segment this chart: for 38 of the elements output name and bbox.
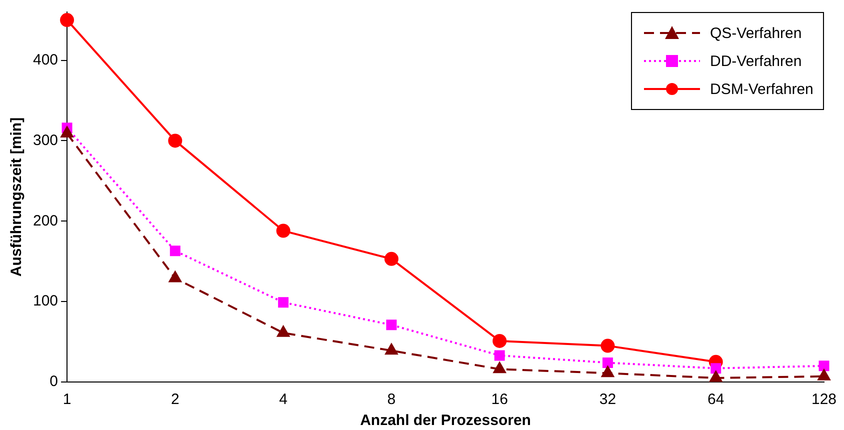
point xyxy=(277,326,290,337)
legend-label: DSM-Verfahren xyxy=(710,80,814,98)
x-tick-label: 4 xyxy=(279,391,288,408)
point xyxy=(493,362,506,374)
point xyxy=(386,320,397,330)
point xyxy=(600,338,615,353)
x-tick-label: 64 xyxy=(708,391,724,408)
point xyxy=(602,366,614,378)
x-tick-label: 8 xyxy=(387,391,396,408)
point xyxy=(276,224,290,238)
point xyxy=(492,334,507,348)
y-tick-label: 300 xyxy=(32,132,58,149)
y-tick-label: 100 xyxy=(32,292,58,310)
point xyxy=(384,252,398,266)
x-tick-label: 128 xyxy=(811,391,837,408)
y-axis-title: Ausführungszeit [min] xyxy=(8,117,26,277)
point xyxy=(168,271,182,282)
y-tick-label: 200 xyxy=(32,212,58,230)
point xyxy=(710,370,722,382)
point xyxy=(278,297,289,308)
x-tick-label: 1 xyxy=(62,391,72,408)
point xyxy=(60,13,74,28)
point xyxy=(818,369,830,380)
x-tick-label: 2 xyxy=(170,391,180,408)
point xyxy=(602,357,613,368)
point xyxy=(494,350,505,361)
x-tick-label: 16 xyxy=(491,391,508,408)
point xyxy=(818,360,830,372)
point xyxy=(385,344,398,355)
y-tick-label: 400 xyxy=(32,51,58,68)
x-axis-title: Anzahl der Prozessoren xyxy=(360,412,531,430)
y-tick-label: 0 xyxy=(50,373,58,390)
point xyxy=(710,363,722,374)
point xyxy=(168,134,182,148)
legend-label: QS-Verfahren xyxy=(710,24,802,42)
legend-label: DD-Verfahren xyxy=(710,52,802,70)
point xyxy=(170,246,180,256)
x-tick-label: 32 xyxy=(599,391,616,408)
